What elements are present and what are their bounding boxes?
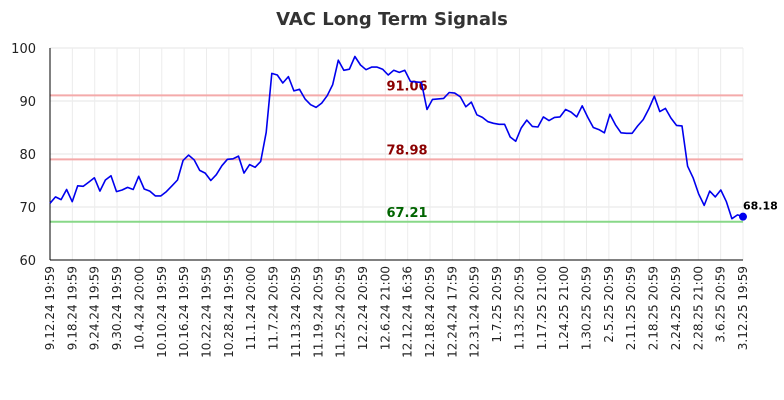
price-line — [49, 55, 744, 220]
x-tick-label: 9.24.24 19:59 — [88, 266, 102, 350]
x-tick-label: 10.4.24 20:00 — [132, 266, 146, 350]
x-tick-label: 1.13.25 20:59 — [512, 266, 526, 350]
price-series: 68.18 — [49, 55, 778, 221]
y-tick-label: 80 — [19, 148, 36, 163]
y-tick-label: 90 — [19, 95, 36, 110]
last-point-label: 68.18 — [743, 200, 778, 213]
x-tick-label: 1.7.25 20:59 — [490, 266, 504, 343]
x-tick-label: 11.13.24 20:59 — [289, 266, 303, 358]
last-point-marker — [739, 212, 747, 221]
x-tick-label: 12.6.24 21:00 — [378, 266, 392, 350]
x-tick-label: 2.11.25 20:59 — [624, 266, 638, 350]
x-tick-label: 3.12.25 19:59 — [736, 266, 750, 350]
x-tick-label: 10.22.24 19:59 — [199, 266, 213, 358]
x-tick-label: 11.19.24 20:59 — [311, 266, 325, 358]
tick-labels: 60 70 80 90 100 9.12.24 19:59 9.18.24 19:59 9.2… — [11, 42, 750, 358]
x-tick-label: 11.25.24 20:59 — [334, 266, 348, 358]
x-tick-label: 12.2.24 20:59 — [356, 266, 370, 350]
x-tick-label: 1.17.25 21:00 — [535, 266, 549, 350]
x-tick-label: 12.12.24 16:36 — [401, 266, 415, 358]
signal-level-label: 67.21 — [386, 206, 427, 221]
x-tick-label: 10.10.24 19:59 — [155, 266, 169, 358]
x-tick-label: 9.30.24 19:59 — [110, 266, 124, 350]
x-tick-label: 12.31.24 20:59 — [468, 266, 482, 358]
y-tick-label: 70 — [19, 201, 36, 216]
x-tick-label: 12.18.24 20:59 — [423, 266, 437, 358]
y-tick-label: 60 — [19, 254, 36, 269]
x-tick-label: 9.18.24 19:59 — [65, 266, 79, 350]
chart-title: VAC Long Term Signals — [276, 9, 508, 30]
signal-levels: 91.06 78.98 67.21 — [50, 79, 743, 223]
x-tick-label: 3.6.25 20:59 — [714, 266, 728, 343]
x-tick-label: 2.24.25 20:59 — [669, 266, 683, 350]
x-tick-label: 11.7.24 20:59 — [267, 266, 281, 350]
x-tick-label: 11.1.24 20:00 — [244, 266, 258, 350]
x-tick-label: 2.18.25 20:59 — [647, 266, 661, 350]
x-tick-label: 10.28.24 19:59 — [222, 266, 236, 358]
x-tick-label: 9.12.24 19:59 — [43, 266, 57, 350]
signal-level-label: 78.98 — [386, 143, 427, 158]
y-tick-label: 100 — [11, 42, 36, 57]
x-tick-label: 12.24.24 17:59 — [445, 266, 459, 358]
x-tick-label: 2.28.25 21:00 — [691, 266, 705, 350]
x-tick-label: 1.30.25 20:59 — [580, 266, 594, 350]
axes — [49, 48, 743, 261]
signal-level-label: 91.06 — [386, 79, 427, 94]
x-tick-label: 1.24.25 21:00 — [557, 266, 571, 350]
x-tick-label: 2.5.25 20:59 — [602, 266, 616, 343]
x-tick-label: 10.16.24 19:59 — [177, 266, 191, 358]
